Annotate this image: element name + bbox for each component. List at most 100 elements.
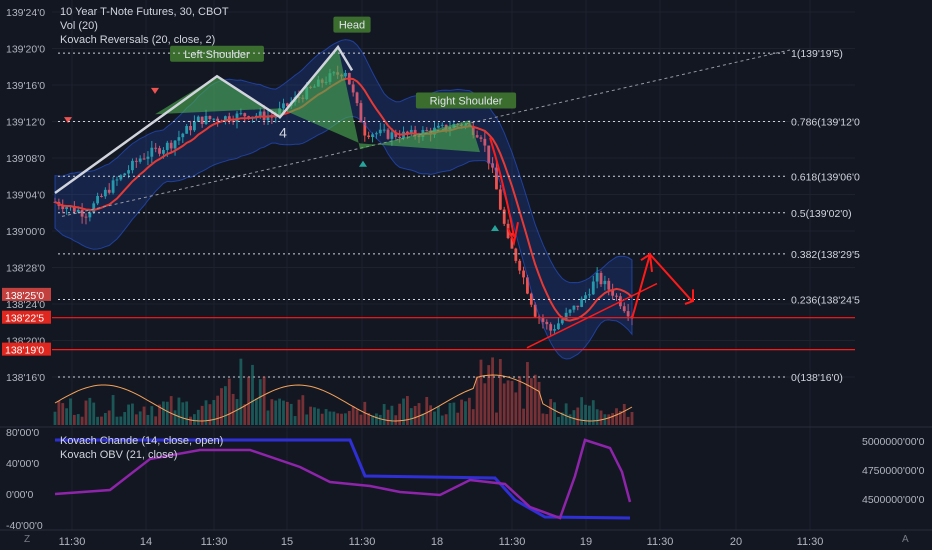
volume-bar [173, 410, 177, 425]
candle-body [607, 280, 611, 290]
volume-bar [278, 398, 282, 425]
candle-body [506, 223, 510, 239]
candle-body [169, 142, 173, 149]
candle-body [557, 323, 560, 330]
fib-label: 0.618(139'06'0 [791, 171, 860, 183]
indicator-tick: 80'00'0 [6, 427, 39, 439]
volume-bar [584, 404, 587, 425]
volume-bar [158, 404, 161, 425]
legend-reversals[interactable]: Kovach Reversals (20, close, 2) [60, 34, 216, 46]
volume-bar [289, 403, 293, 425]
volume-bar [526, 362, 529, 425]
indicator-tick: 0'00'0 [6, 489, 34, 501]
volume-bar [491, 357, 494, 425]
volume-bar [553, 402, 556, 425]
volume-bar [576, 407, 580, 425]
volume-bar [100, 416, 103, 425]
volume-bar [115, 416, 119, 425]
time-tick: 15 [281, 536, 293, 548]
time-tick: 11:30 [797, 536, 824, 548]
candle-body [115, 179, 119, 181]
volume-bar [111, 395, 115, 425]
volume-bar [452, 402, 456, 425]
candle-body [367, 135, 371, 138]
candle-body [96, 196, 99, 204]
price-tick: 139'08'0 [6, 153, 45, 165]
volume-bar [96, 416, 99, 425]
volume-bar [177, 397, 181, 425]
candle-body [189, 126, 192, 131]
price-marker-label: 138'19'0 [5, 345, 44, 357]
volume-bar [309, 406, 312, 425]
candle-body [111, 180, 115, 193]
obv-tick: 4750000'00'0 [862, 465, 925, 477]
candle-body [204, 115, 208, 124]
volume-bar [316, 408, 320, 425]
volume-bar [196, 409, 200, 425]
volume-bar [603, 414, 607, 425]
legend-obv[interactable]: Kovach OBV (21, close) [60, 449, 178, 461]
candle-body [235, 113, 239, 122]
volume-bar [506, 380, 510, 425]
candle-body [134, 160, 138, 162]
timezone-button[interactable]: Z [24, 534, 31, 545]
candle-body [541, 318, 545, 322]
candle-body [576, 305, 580, 307]
volume-bar [630, 411, 634, 425]
candle-body [258, 111, 262, 116]
auto-scale-button[interactable]: A [902, 534, 909, 545]
time-tick: 11:30 [499, 536, 526, 548]
arrow-down-head [507, 222, 519, 247]
legend-chande[interactable]: Kovach Chande (14, close, open) [60, 435, 224, 447]
candle-body [181, 133, 185, 138]
candle-body [107, 189, 111, 193]
candle-body [599, 272, 603, 285]
volume-bar [320, 413, 324, 425]
volume-bar [375, 413, 378, 425]
volume-bar [227, 378, 231, 425]
candle-body [351, 84, 355, 93]
candle-body [622, 306, 626, 312]
price-tick: 139'12'0 [6, 117, 45, 129]
candle-body [150, 147, 154, 157]
candle-body [127, 170, 130, 174]
volume-bar [537, 381, 541, 425]
candle-body [545, 321, 549, 325]
obv-line [54, 438, 632, 520]
volume-bar [417, 403, 421, 425]
price-tick: 139'24'0 [6, 7, 45, 19]
candle-body [158, 148, 161, 154]
volume-bar [254, 398, 258, 425]
volume-bar [103, 412, 107, 425]
candle-body [185, 126, 189, 134]
pattern-label-box [333, 16, 371, 33]
indicator-tick: 40'00'0 [6, 458, 39, 470]
volume-bar [243, 404, 247, 425]
volume-bar [305, 414, 309, 425]
price-tick: 138'16'0 [6, 372, 45, 384]
volume-bar [142, 406, 146, 425]
time-tick: 18 [431, 536, 443, 548]
candle-body [564, 312, 568, 320]
volume-bar [425, 396, 429, 425]
volume-bar [297, 399, 301, 425]
candle-body [440, 124, 444, 126]
fib-label: 0.382(138'29'5 [791, 249, 860, 261]
legend-volume[interactable]: Vol (20) [60, 20, 98, 32]
volume-bar [475, 376, 479, 425]
candle-body [390, 132, 394, 139]
candle-body [262, 111, 266, 121]
candle-body [65, 207, 69, 210]
candle-body [359, 103, 363, 123]
volume-bar [107, 410, 111, 425]
support-trendline [526, 282, 658, 349]
volume-ma-line [54, 374, 633, 422]
legend-symbol[interactable]: 10 Year T-Note Futures, 30, CBOT [60, 6, 229, 18]
candle-body [344, 72, 347, 77]
candle-body [84, 216, 88, 218]
volume-bar [409, 408, 413, 425]
volume-bar [270, 399, 274, 425]
volume-bar [57, 401, 61, 425]
volume-bar [92, 402, 96, 425]
